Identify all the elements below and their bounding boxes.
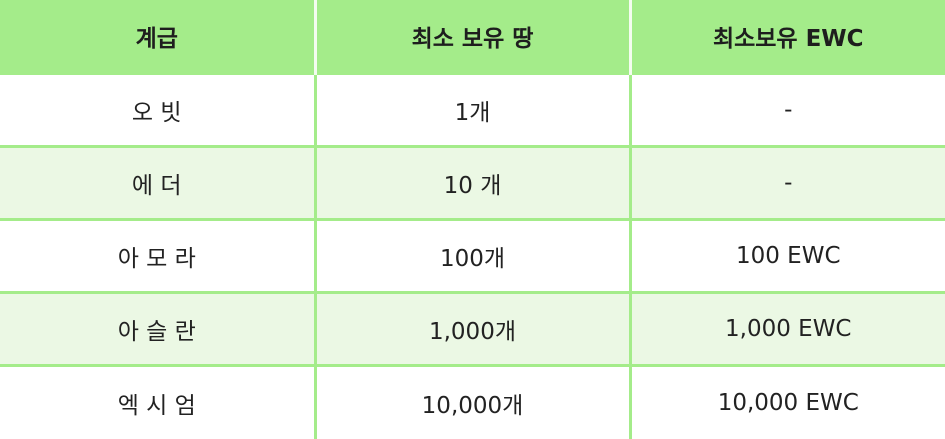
- min-land-cell: 1개: [315, 74, 630, 147]
- table-row: 아 모 라 100개 100 EWC: [0, 220, 945, 293]
- min-ewc-cell: 100 EWC: [630, 220, 945, 293]
- header-tier: 계급: [0, 0, 315, 74]
- tier-cell: 아 모 라: [0, 220, 315, 293]
- min-ewc-cell: -: [630, 147, 945, 220]
- min-land-cell: 100개: [315, 220, 630, 293]
- min-ewc-cell: 10,000 EWC: [630, 366, 945, 439]
- table-row: 아 슬 란 1,000개 1,000 EWC: [0, 293, 945, 366]
- min-land-cell: 10,000개: [315, 366, 630, 439]
- header-min-ewc: 최소보유 EWC: [630, 0, 945, 74]
- min-land-cell: 10 개: [315, 147, 630, 220]
- min-land-cell: 1,000개: [315, 293, 630, 366]
- tier-cell: 엑 시 엄: [0, 366, 315, 439]
- table-row: 오 빗 1개 -: [0, 74, 945, 147]
- tier-cell: 아 슬 란: [0, 293, 315, 366]
- table-header-row: 계급 최소 보유 땅 최소보유 EWC: [0, 0, 945, 74]
- min-ewc-cell: 1,000 EWC: [630, 293, 945, 366]
- table-row: 에 더 10 개 -: [0, 147, 945, 220]
- min-ewc-cell: -: [630, 74, 945, 147]
- table-row: 엑 시 엄 10,000개 10,000 EWC: [0, 366, 945, 439]
- tier-cell: 에 더: [0, 147, 315, 220]
- tier-cell: 오 빗: [0, 74, 315, 147]
- header-min-land: 최소 보유 땅: [315, 0, 630, 74]
